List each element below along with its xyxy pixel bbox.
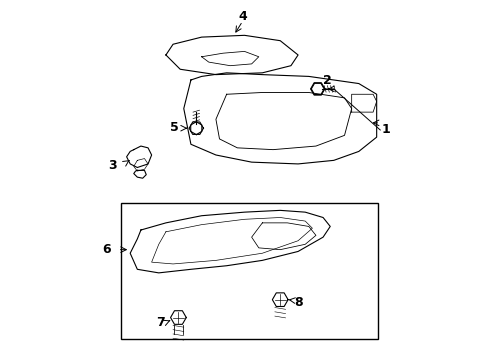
Text: 4: 4	[238, 10, 246, 23]
Text: 2: 2	[323, 74, 331, 87]
Text: 8: 8	[293, 296, 302, 309]
Text: 7: 7	[156, 316, 164, 329]
Text: 6: 6	[102, 243, 111, 256]
Bar	[121, 203, 378, 339]
Text: 5: 5	[170, 121, 179, 134]
Text: 3: 3	[108, 159, 117, 172]
Text: 1: 1	[381, 123, 389, 136]
